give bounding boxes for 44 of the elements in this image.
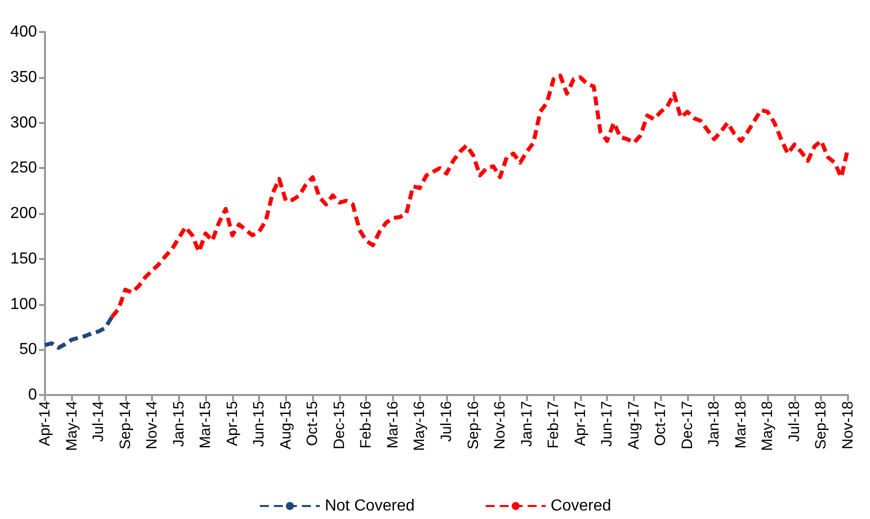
y-tick-label: 150	[10, 250, 38, 268]
x-tick-label: Feb-17	[545, 401, 562, 449]
x-tick-label: May-18	[759, 401, 776, 452]
x-tick-label: Apr-15	[224, 401, 241, 446]
x-tick-label: Jan-18	[706, 401, 723, 447]
x-tick-label: Jul-16	[438, 401, 455, 442]
x-tick-label: Mar-18	[732, 401, 750, 449]
line-series	[110, 74, 850, 319]
y-tick-label: 200	[10, 205, 38, 222]
y-tick-label: 350	[10, 68, 38, 86]
x-tick-label: Oct-17	[652, 401, 670, 446]
legend-label: Not Covered	[324, 498, 415, 514]
x-tick-label: May-14	[63, 401, 80, 452]
y-tick-label: 400	[10, 24, 38, 40]
x-tick-label: May-16	[411, 401, 428, 452]
line-series	[43, 314, 114, 350]
x-tick-label: Jan-17	[518, 401, 536, 447]
y-tick-label: 50	[19, 341, 38, 358]
x-tick-label: Jun-17	[598, 401, 616, 447]
x-tick-label: Feb-16	[358, 401, 375, 449]
x-tick-label: Sep-14	[116, 401, 134, 450]
y-tick-label: 100	[10, 296, 38, 313]
x-tick-label: Dec-17	[678, 401, 696, 450]
x-tick-label: Sep-16	[464, 401, 482, 450]
x-tick-label: Jul-18	[786, 401, 803, 442]
y-tick-label: 300	[10, 114, 38, 132]
x-tick-label: Dec-15	[330, 401, 348, 450]
x-tick-label: Jun-15	[250, 401, 268, 447]
x-tick-label: Mar-15	[197, 401, 214, 449]
x-tick-label: Oct-15	[304, 401, 322, 446]
x-tick-label: Jan-15	[170, 401, 188, 447]
y-tick-label: 0	[28, 386, 38, 404]
y-tick-label: 250	[10, 160, 38, 177]
x-tick-label: Nov-14	[144, 401, 161, 450]
x-tick-label: Sep-18	[812, 401, 830, 450]
x-tick-label: Apr-17	[572, 401, 589, 446]
x-tick-label: Apr-14	[36, 401, 54, 446]
x-tick-label: Jul-14	[90, 401, 108, 442]
legend-label: Covered	[550, 498, 612, 514]
x-tick-label: Nov-18	[840, 401, 856, 450]
x-tick-label: Nov-16	[492, 401, 509, 450]
x-tick-label: Aug-17	[625, 401, 642, 450]
x-tick-label: Aug-15	[277, 401, 294, 450]
x-tick-label: Mar-16	[384, 401, 402, 449]
